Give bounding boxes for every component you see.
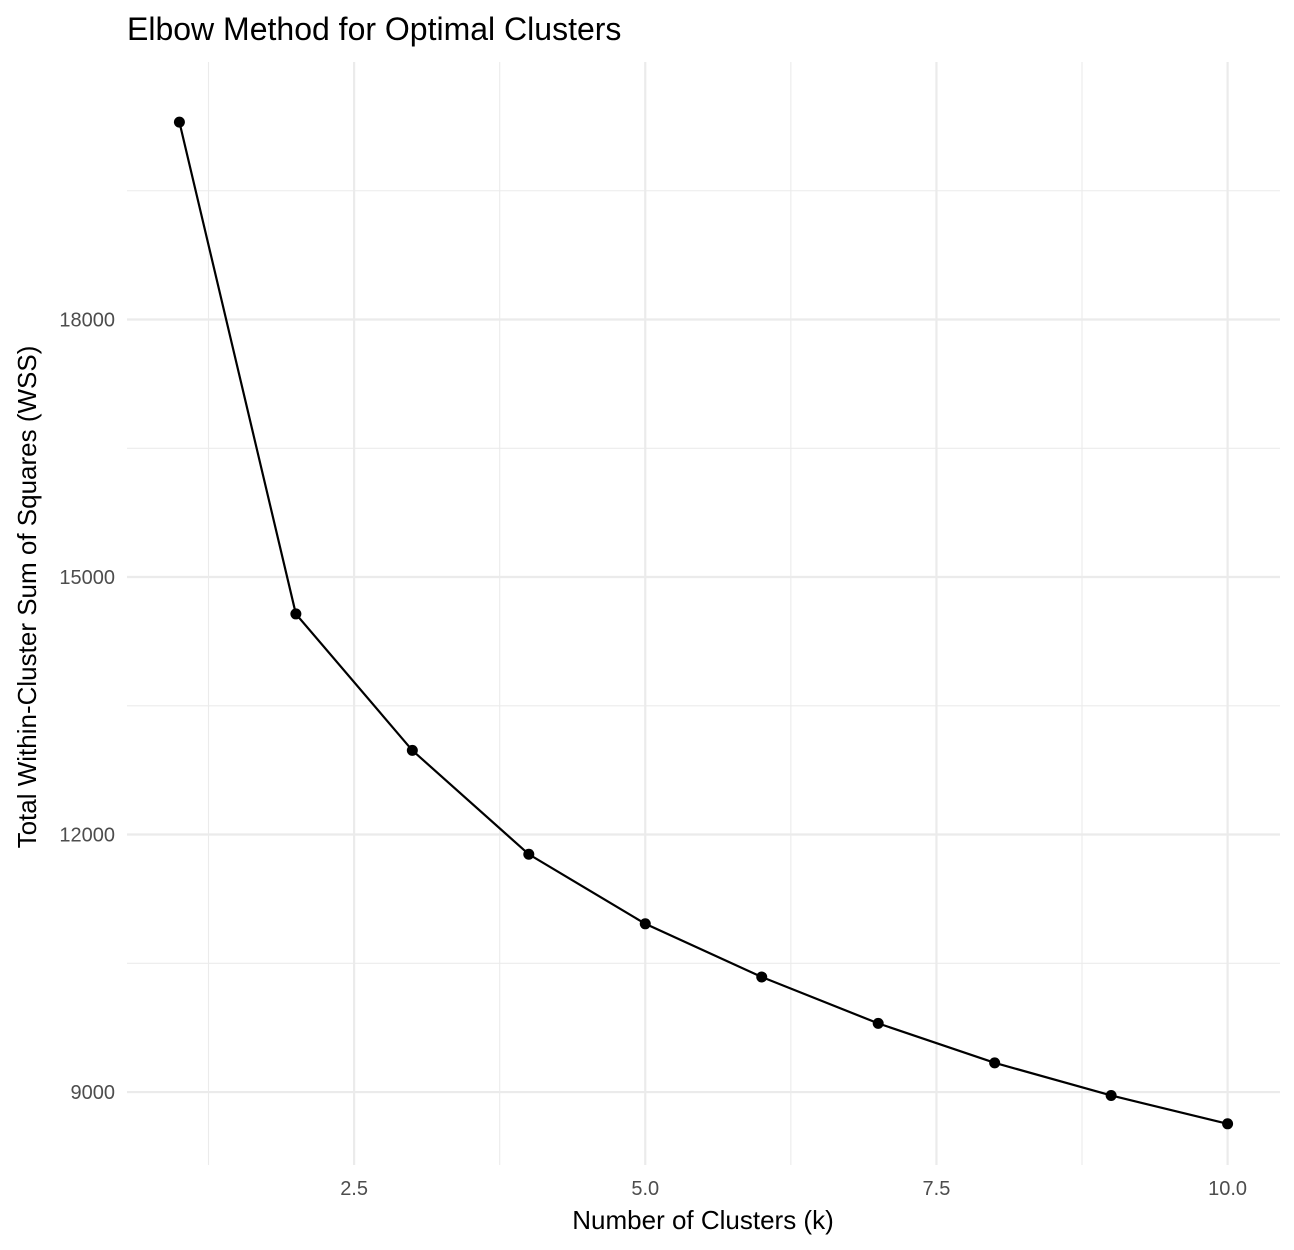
x-tick-label: 10.0: [1208, 1178, 1247, 1200]
x-axis-title: Number of Clusters (k): [572, 1205, 834, 1235]
wss-data-point: [1105, 1089, 1117, 1101]
wss-data-point: [989, 1057, 1001, 1069]
wss-data-point: [406, 744, 418, 756]
y-tick-label: 9000: [71, 1082, 116, 1104]
series-layer: [173, 116, 1234, 1130]
y-tick-label: 15000: [59, 567, 115, 589]
tick-labels: 2.5 5.0 7.5 10.0 9000 12000 15000 18000: [59, 310, 1247, 1200]
wss-data-point: [523, 848, 535, 860]
wss-data-point: [173, 116, 185, 128]
x-tick-label: 5.0: [631, 1178, 659, 1200]
wss-data-point: [1222, 1118, 1234, 1130]
chart-title: Elbow Method for Optimal Clusters: [127, 11, 621, 47]
wss-data-point: [290, 608, 302, 620]
x-tick-label: 2.5: [340, 1178, 368, 1200]
grid-lines: [127, 62, 1280, 1165]
y-tick-label: 12000: [59, 825, 115, 847]
y-axis-title: Total Within-Cluster Sum of Squares (WSS…: [12, 346, 42, 849]
x-tick-label: 7.5: [923, 1178, 951, 1200]
y-tick-label: 18000: [59, 310, 115, 332]
wss-data-point: [756, 971, 768, 983]
wss-series-line: [178, 121, 1228, 1125]
wss-data-point: [639, 918, 651, 930]
wss-data-point: [872, 1017, 884, 1029]
